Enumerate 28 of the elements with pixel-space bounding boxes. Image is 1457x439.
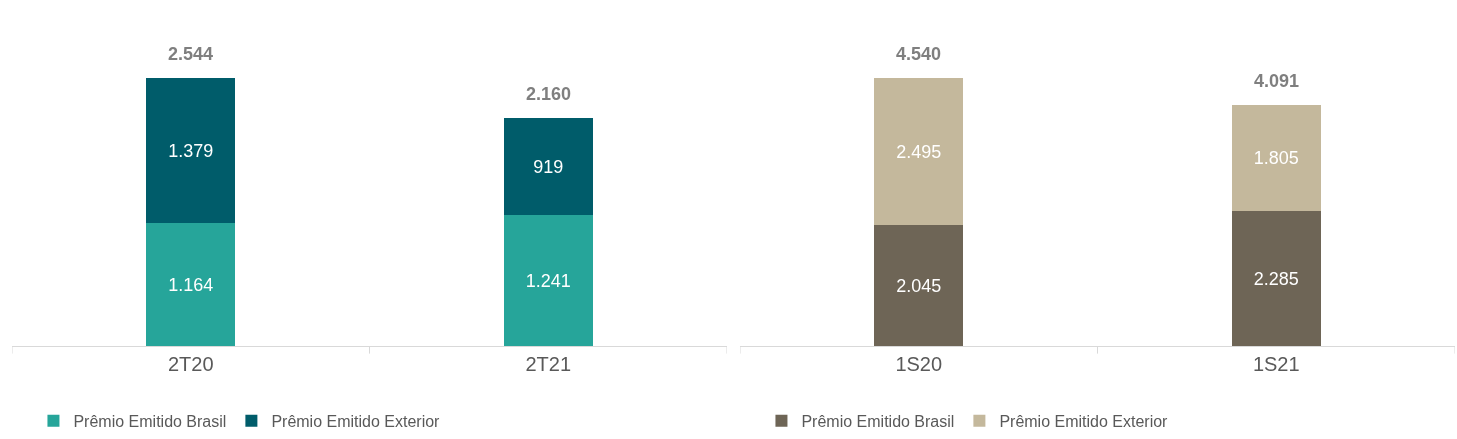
bar — [874, 78, 964, 226]
x-tick-label: 2T21 — [525, 353, 572, 375]
bar — [146, 223, 236, 346]
bar — [503, 215, 593, 346]
total-label: 2.160 — [526, 84, 572, 104]
bar — [1231, 104, 1321, 212]
legend-label: Prêmio Emitido Exterior — [271, 412, 441, 430]
data-label: 2.495 — [896, 141, 942, 162]
x-tick-label: 1S21 — [1252, 353, 1300, 375]
data-label: 1.241 — [525, 270, 571, 291]
bar — [146, 78, 236, 224]
data-label: 1.164 — [168, 274, 214, 295]
legend-label: Prêmio Emitido Brasil — [801, 412, 955, 430]
x-tick-label: 1S20 — [895, 353, 943, 375]
legend-label: Prêmio Emitido Exterior — [999, 412, 1169, 430]
bar — [874, 225, 964, 346]
data-label: 2.285 — [1253, 268, 1299, 289]
total-label: 4.091 — [1254, 71, 1300, 91]
total-label: 4.540 — [896, 44, 942, 64]
data-label: 1.805 — [1253, 147, 1299, 168]
legend-label: Prêmio Emitido Brasil — [73, 412, 227, 430]
x-tick-label: 2T20 — [167, 353, 214, 375]
data-label: 1.379 — [168, 140, 214, 161]
data-label: 2.045 — [896, 275, 942, 296]
total-label: 2.544 — [168, 44, 214, 64]
data-label: 919 — [533, 156, 564, 177]
bar — [1231, 211, 1321, 346]
bar — [503, 118, 593, 216]
